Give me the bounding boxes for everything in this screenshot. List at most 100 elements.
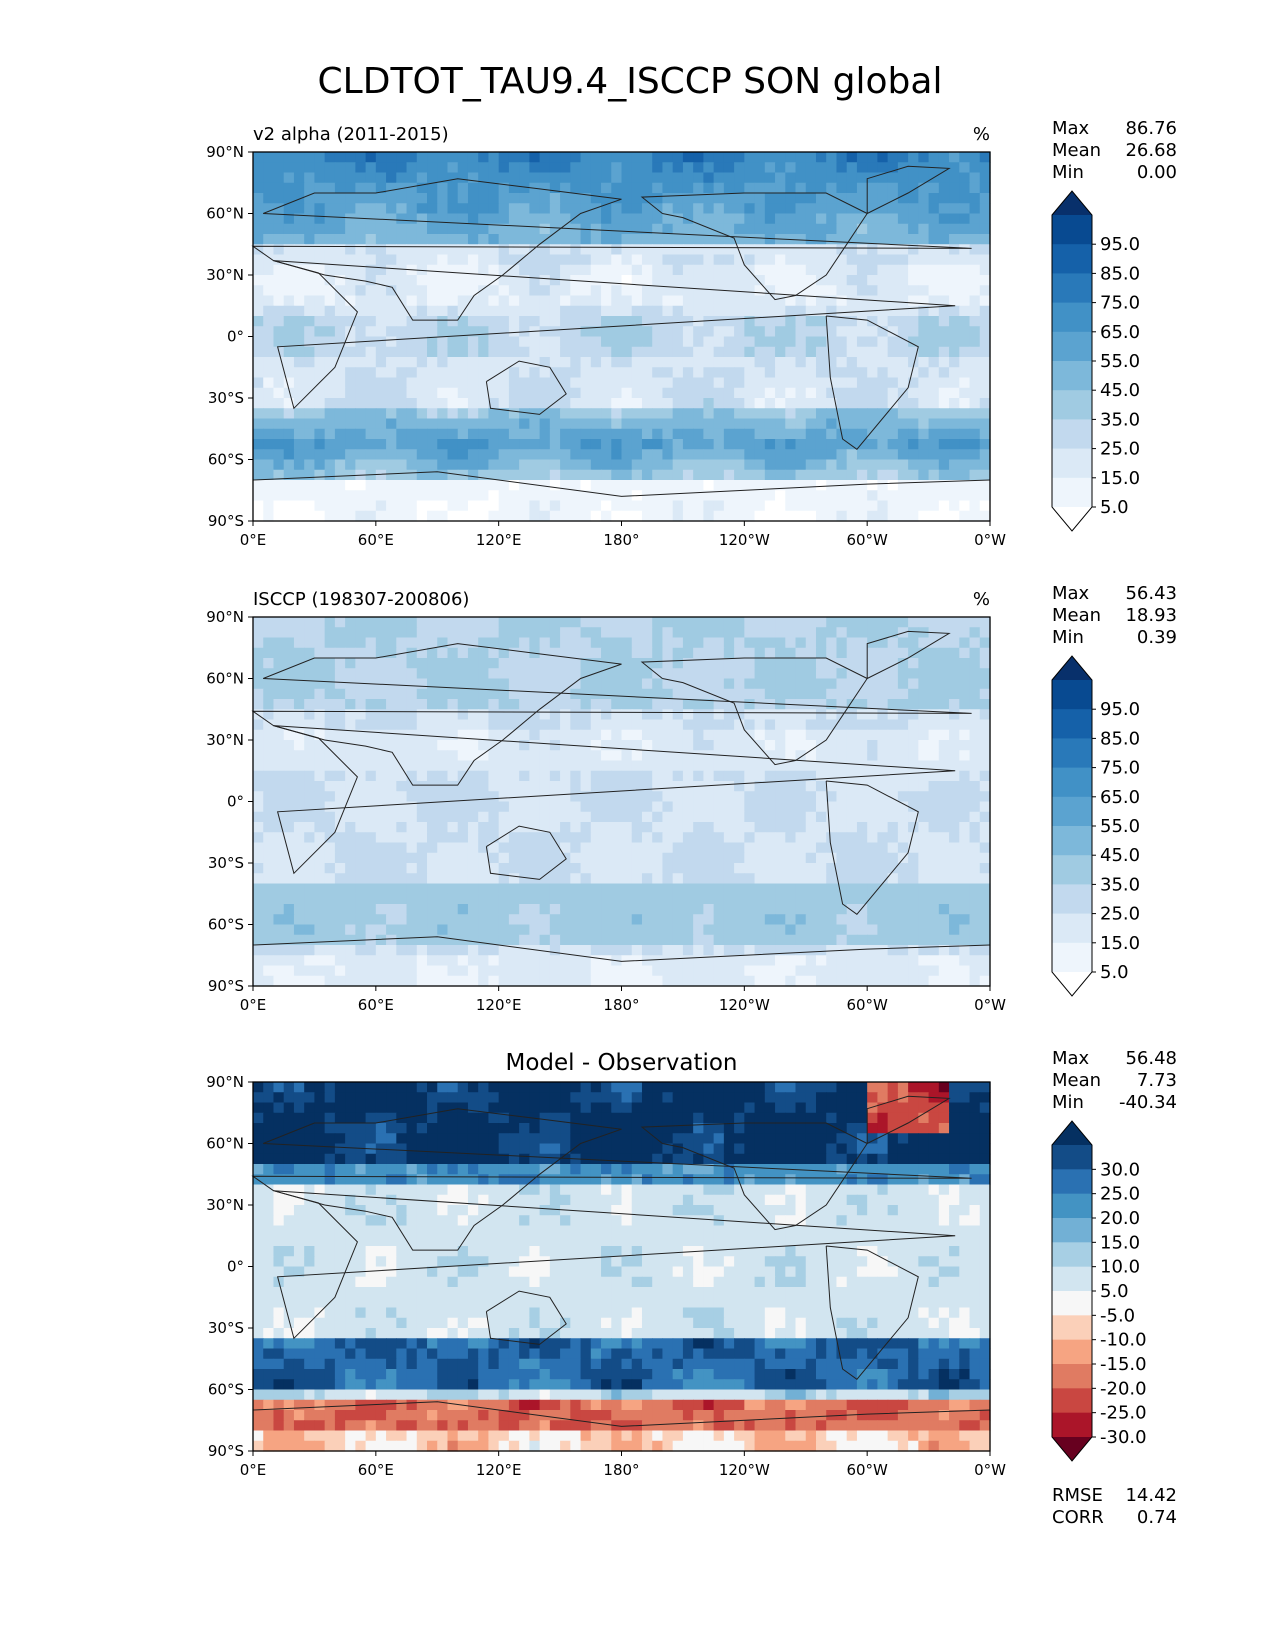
map-cell — [959, 500, 971, 512]
map-cell — [396, 863, 408, 874]
map-cell — [406, 832, 418, 844]
map-cell — [478, 285, 490, 297]
map-cell — [570, 428, 582, 440]
map-cell — [570, 719, 582, 731]
map-cell — [478, 873, 490, 885]
map-cell — [928, 316, 940, 327]
map-cell — [805, 627, 817, 639]
map-cell — [856, 203, 868, 215]
map-cell — [928, 223, 940, 235]
map-cell — [529, 627, 541, 639]
map-cell — [416, 699, 428, 710]
map-cell — [959, 367, 971, 379]
map-cell — [314, 449, 326, 461]
map-cell — [785, 418, 797, 430]
map-cell — [734, 254, 745, 266]
map-cell — [334, 658, 346, 669]
map-cell — [601, 852, 612, 864]
map-cell — [764, 285, 776, 297]
map-cell — [744, 637, 756, 649]
map-cell — [662, 367, 674, 379]
map-cell — [519, 811, 530, 823]
map-cell — [621, 367, 633, 379]
map-cell — [805, 678, 817, 690]
map-cell — [365, 688, 377, 700]
map-cell — [457, 678, 469, 690]
map-cell — [345, 172, 356, 184]
map-cell — [375, 234, 387, 245]
map-cell — [928, 244, 940, 256]
map-cell — [447, 770, 459, 782]
map-cell — [611, 316, 623, 327]
map-cell — [601, 295, 612, 307]
map-cell — [723, 193, 735, 204]
map-cell — [621, 459, 633, 471]
map-cell — [713, 203, 725, 215]
map-cell — [693, 172, 704, 184]
map-cell — [908, 264, 919, 276]
map-cell — [611, 500, 623, 512]
map-cell — [560, 904, 571, 915]
map-cell — [775, 346, 786, 358]
map-cell — [795, 326, 807, 338]
map-cell — [447, 162, 459, 174]
map-cell — [355, 295, 367, 307]
map-cell — [447, 398, 459, 409]
map-cell — [365, 852, 377, 864]
map-cell — [652, 398, 664, 409]
map-cell — [744, 203, 756, 215]
map-cell — [457, 719, 469, 731]
map-cell — [652, 924, 664, 936]
map-cell — [887, 316, 899, 327]
map-cell — [856, 500, 868, 512]
map-cell — [375, 904, 387, 915]
map-cell — [652, 760, 664, 772]
map-cell — [856, 234, 868, 245]
map-cell — [488, 469, 500, 481]
map-cell — [652, 699, 664, 710]
map-cell — [457, 863, 469, 874]
map-cell — [611, 924, 623, 936]
map-cell — [467, 801, 479, 813]
map-cell — [253, 193, 264, 204]
map-cell — [867, 934, 879, 946]
map-cell — [969, 152, 981, 163]
map-cell — [601, 842, 612, 854]
map-cell — [693, 893, 704, 905]
map-cell — [764, 336, 776, 348]
map-cell — [498, 254, 510, 266]
map-cell — [549, 658, 561, 669]
x-tick-label: 60°W — [846, 531, 888, 549]
map-cell — [549, 172, 561, 184]
map-cell — [580, 658, 592, 669]
map-cell — [928, 234, 940, 245]
map-cell — [345, 244, 356, 256]
map-cell — [785, 398, 797, 409]
map-cell — [897, 740, 909, 751]
map-cell — [570, 801, 582, 813]
map-cell — [662, 264, 674, 276]
map-cell — [478, 469, 490, 481]
map-cell — [293, 254, 305, 266]
map-cell — [508, 490, 520, 502]
map-cell — [488, 647, 500, 659]
map-cell — [529, 934, 541, 946]
map-cell — [826, 709, 838, 721]
map-cell — [611, 668, 623, 680]
map-cell — [498, 510, 510, 522]
map-cell — [641, 914, 653, 926]
map-cell — [744, 244, 756, 256]
map-cell — [560, 152, 571, 163]
map-cell — [437, 822, 449, 833]
map-cell — [467, 418, 479, 430]
map-cell — [304, 500, 316, 512]
map-cell — [631, 668, 643, 680]
map-cell — [938, 617, 950, 628]
map-cell — [682, 832, 694, 844]
colorbar-label: 25.0 — [1100, 439, 1140, 460]
map-cell — [314, 223, 326, 235]
map-cell — [590, 469, 602, 481]
map-cell — [815, 801, 827, 813]
map-cell — [928, 469, 940, 481]
map-cell — [416, 863, 428, 874]
